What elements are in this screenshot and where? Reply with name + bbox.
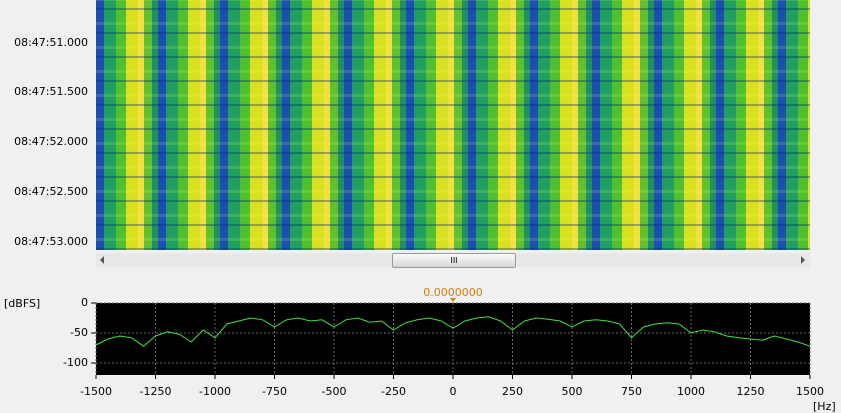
scroll-right[interactable] [801, 256, 805, 264]
time-label: 08:47:53.000 [14, 235, 88, 248]
scrollbar[interactable]: III [96, 253, 810, 268]
x-tick-label: -500 [322, 385, 347, 398]
x-tick-label: -1000 [199, 385, 231, 398]
y-tick-label: -50 [70, 326, 88, 339]
x-tick-label: -1250 [140, 385, 172, 398]
y-axis-label: [dBFS] [4, 297, 40, 310]
x-axis-label: [Hz] [813, 400, 836, 413]
time-label: 08:47:52.000 [14, 135, 88, 148]
x-tick-label: -250 [381, 385, 406, 398]
x-tick-label: 1500 [796, 385, 824, 398]
x-tick-label: 250 [502, 385, 523, 398]
time-label: 08:47:51.500 [14, 85, 88, 98]
x-tick-label: 1000 [677, 385, 705, 398]
time-label: 08:47:51.000 [14, 36, 88, 49]
x-tick-label: -750 [262, 385, 287, 398]
marker [450, 298, 456, 302]
y-tick-label: 0 [81, 296, 88, 309]
spectrum-line [95, 316, 811, 347]
x-tick-label: -1500 [80, 385, 112, 398]
marker-label: 0.0000000 [423, 286, 483, 299]
scroll-left[interactable] [100, 256, 104, 264]
x-tick-label: 500 [562, 385, 583, 398]
y-tick-label: -100 [63, 356, 88, 369]
x-tick-label: 0 [450, 385, 457, 398]
x-tick-label: 1250 [737, 385, 765, 398]
time-label: 08:47:52.500 [14, 185, 88, 198]
waterfall [96, 0, 810, 250]
scroll-thumb[interactable]: III [392, 253, 516, 268]
x-tick-label: 750 [621, 385, 642, 398]
